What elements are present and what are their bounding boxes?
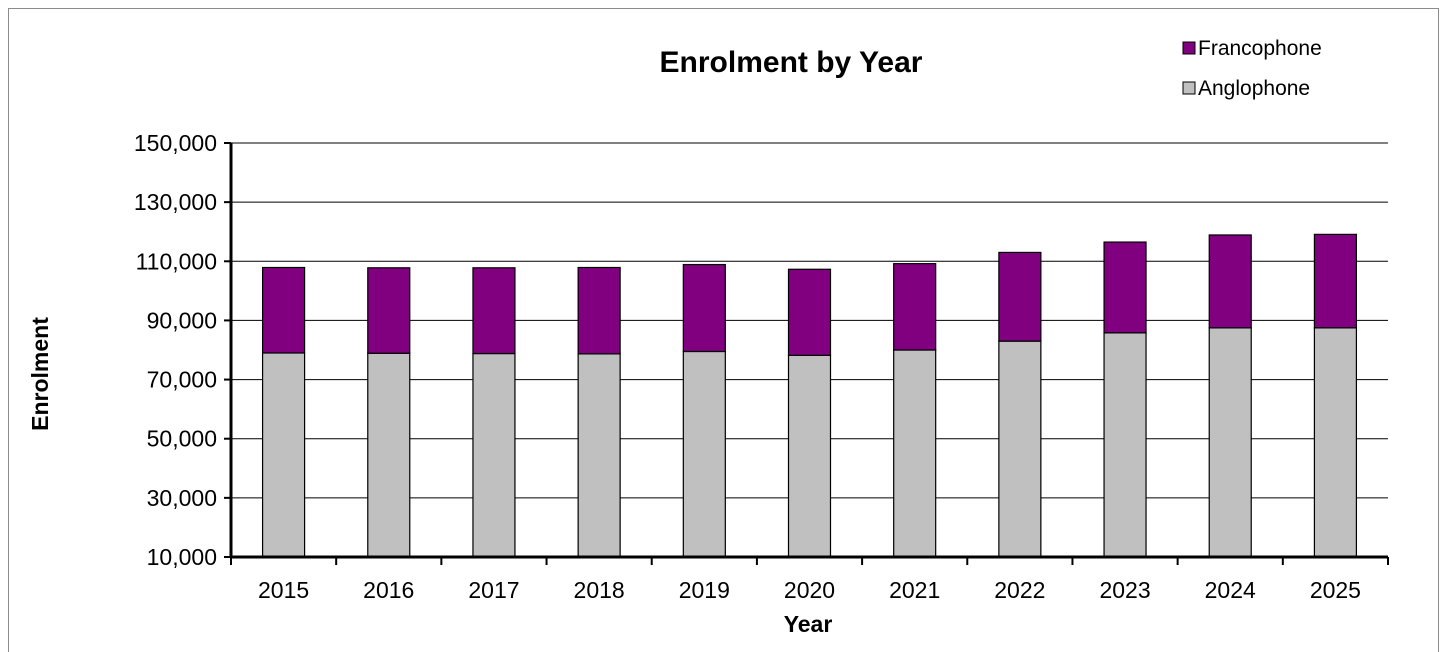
bar-anglophone-2019 [682, 350, 726, 558]
bar-anglophone-2015 [261, 352, 306, 558]
bar-anglophone-2025 [1313, 327, 1358, 558]
bar-francophone-2024 [1208, 234, 1252, 329]
x-tick-label: 2021 [889, 577, 940, 603]
bar-francophone-2017 [472, 267, 516, 355]
legend: Francophone Anglophone [1182, 37, 1322, 100]
y-tick-label: 70,000 [147, 367, 217, 393]
legend-swatch-francophone [1182, 41, 1196, 55]
bar-francophone-2020 [787, 268, 832, 356]
bar-francophone-2019 [682, 263, 726, 353]
bar-francophone-2021 [893, 263, 937, 351]
bar-anglophone-2020 [787, 354, 832, 558]
bar-anglophone-2017 [472, 352, 516, 558]
bar-francophone-2023 [1103, 241, 1147, 334]
bar-francophone-2025 [1313, 233, 1358, 329]
bar-anglophone-2022 [998, 340, 1042, 558]
x-tick-label: 2015 [258, 577, 309, 603]
bar-anglophone-2021 [893, 349, 937, 558]
y-tick-label: 10,000 [147, 544, 217, 570]
x-tick-label: 2019 [679, 577, 730, 603]
bars [261, 233, 1358, 558]
bar-francophone-2018 [577, 266, 621, 355]
bar-francophone-2015 [261, 266, 306, 354]
bar-anglophone-2024 [1208, 327, 1252, 558]
y-tick-label: 110,000 [136, 248, 217, 274]
y-tick-label: 30,000 [147, 485, 217, 511]
y-axis-title: Enrolment [27, 317, 53, 431]
y-tick-label: 90,000 [147, 307, 217, 333]
bar-anglophone-2016 [367, 352, 411, 558]
legend-label-francophone: Francophone [1198, 37, 1322, 60]
x-tick-label: 2018 [574, 577, 625, 603]
legend-swatch-anglophone [1182, 81, 1196, 95]
x-tick-label: 2016 [363, 577, 414, 603]
x-axis-title: Year [784, 611, 833, 637]
x-tick-label: 2025 [1310, 577, 1361, 603]
x-tick-label: 2020 [784, 577, 835, 603]
x-tick-label: 2023 [1099, 577, 1150, 603]
bar-francophone-2016 [367, 267, 411, 354]
y-tick-label: 150,000 [134, 130, 217, 156]
y-tick-label: 130,000 [134, 189, 217, 215]
axes: 10,000 30,000 50,000 70,000 90,000 110,000 130… [134, 130, 1389, 603]
chart-title: Enrolment by Year [660, 46, 923, 79]
legend-label-anglophone: Anglophone [1198, 77, 1310, 100]
bar-anglophone-2023 [1103, 332, 1147, 558]
x-tick-label: 2017 [468, 577, 519, 603]
y-tick-label: 50,000 [147, 426, 217, 452]
bar-anglophone-2018 [577, 353, 621, 558]
bar-francophone-2022 [998, 251, 1042, 342]
x-tick-label: 2024 [1205, 577, 1256, 603]
x-tick-label: 2022 [994, 577, 1045, 603]
